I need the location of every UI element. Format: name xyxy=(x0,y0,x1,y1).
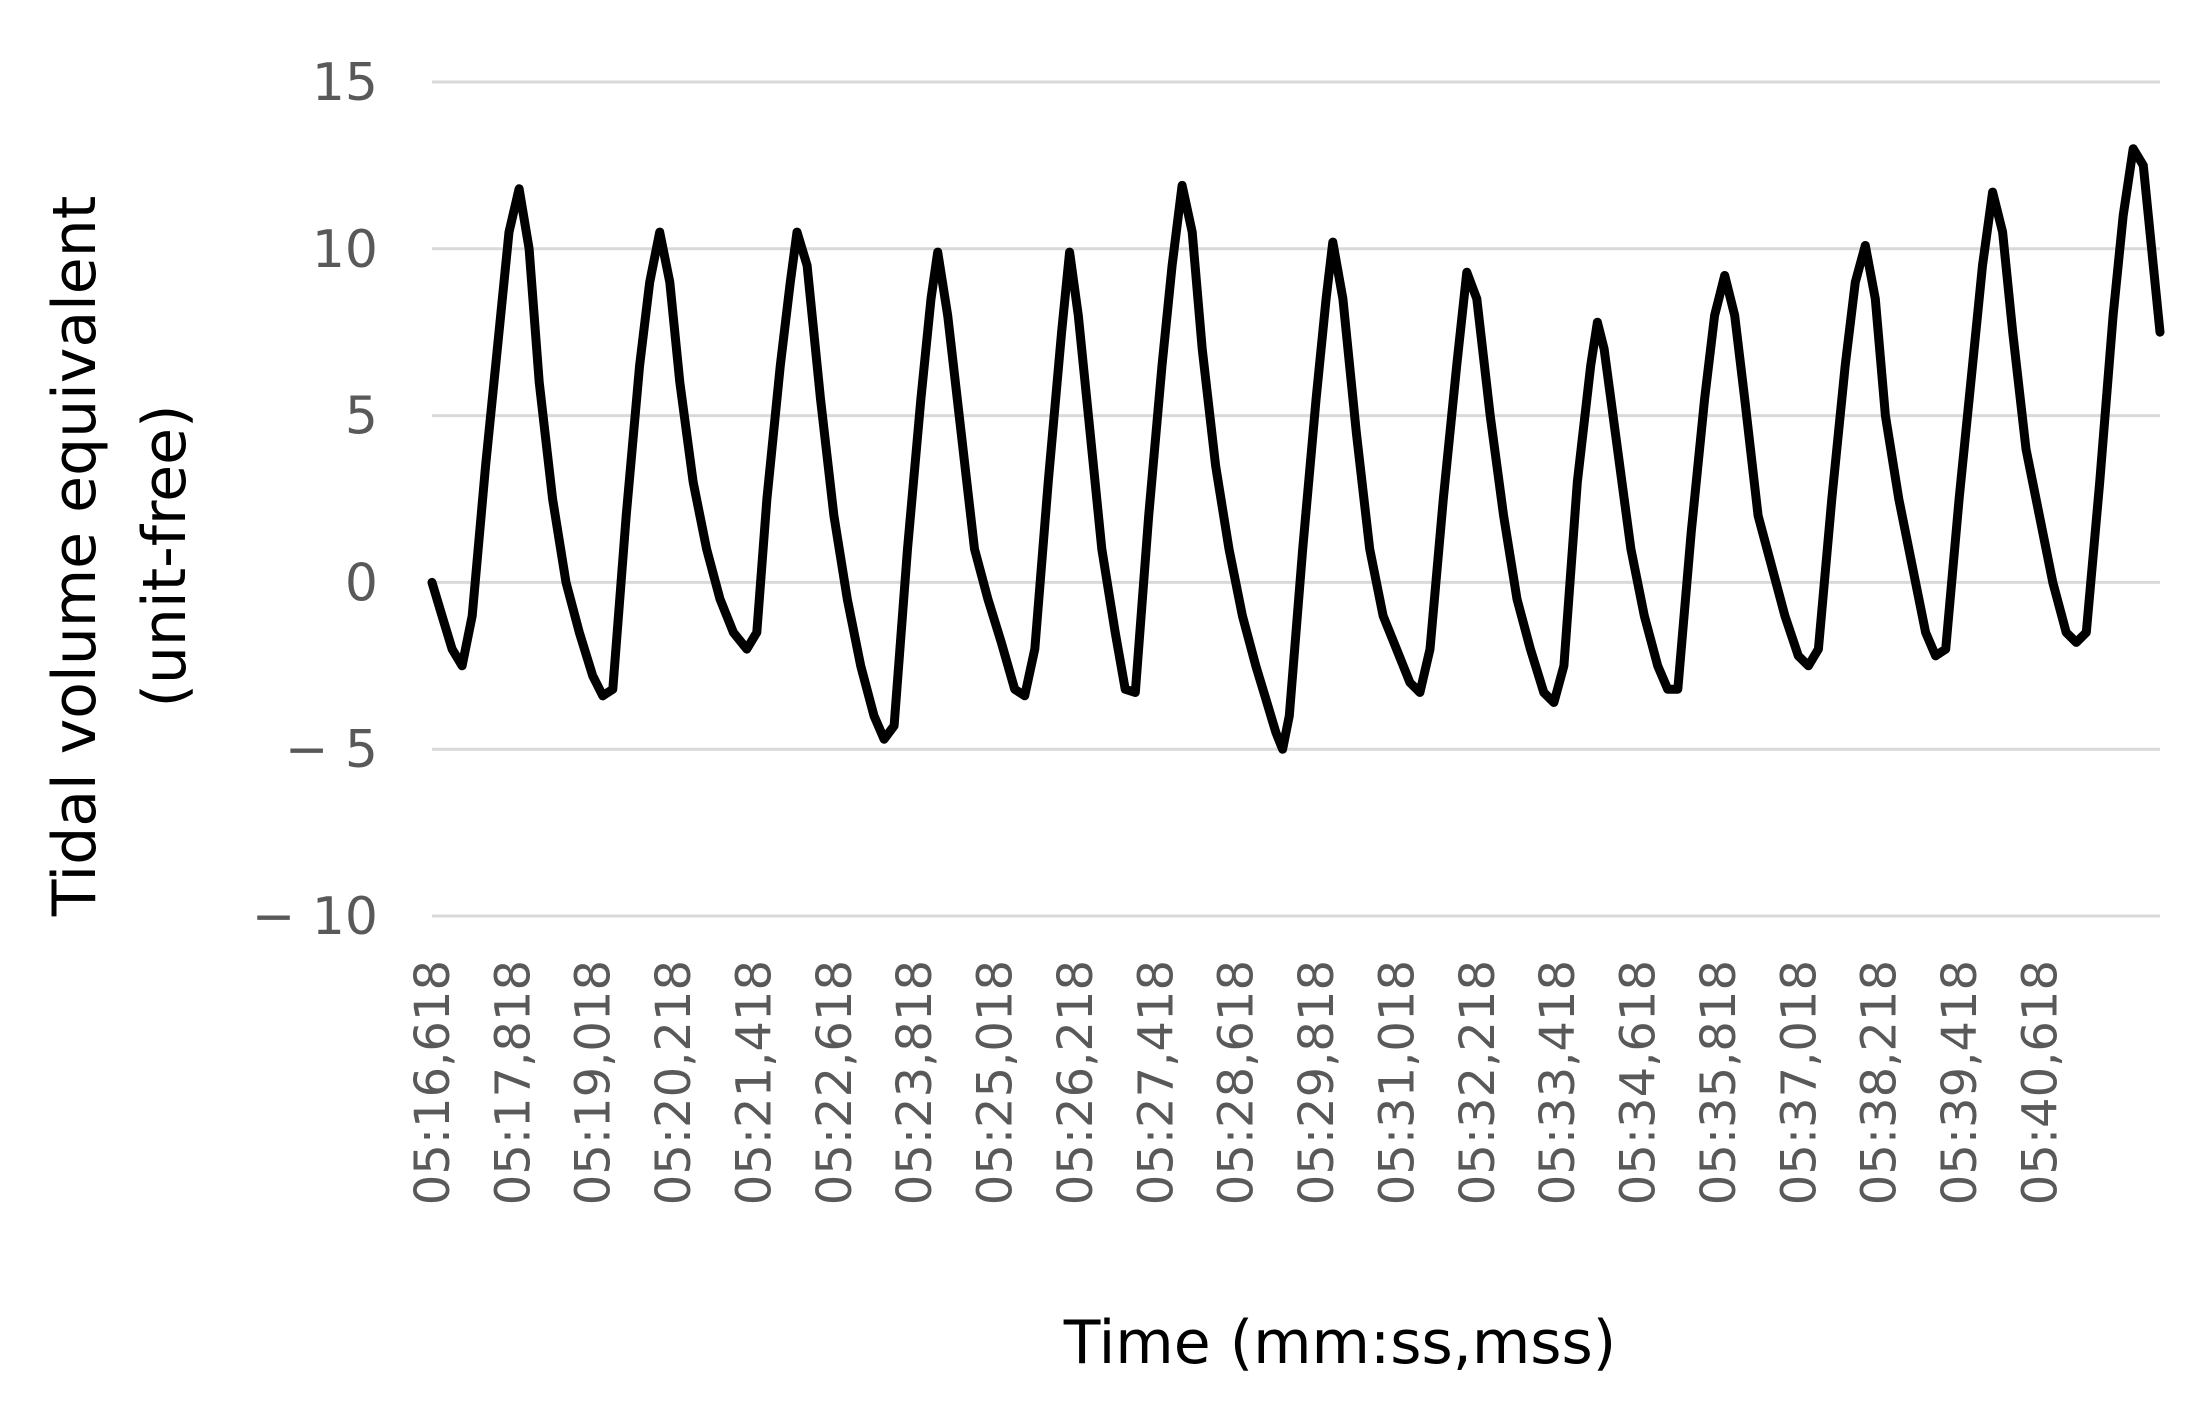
y-tick-label: 5 xyxy=(345,387,378,447)
x-tick-label: 05:26,218 xyxy=(1048,960,1104,1205)
x-tick-label: 05:17,818 xyxy=(485,960,541,1205)
x-tick-label: 05:21,418 xyxy=(726,960,782,1205)
y-axis-tick-labels: 15 10 5 0 − 5 − 10 xyxy=(252,53,378,947)
x-axis-tick-labels: 05:16,618 05:17,818 05:19,018 05:20,218 05:2… xyxy=(405,960,2068,1205)
y-tick-label: − 10 xyxy=(252,887,378,947)
x-tick-label: 05:32,218 xyxy=(1450,960,1506,1205)
series-layer xyxy=(427,144,2165,754)
x-tick-label: 05:37,018 xyxy=(1771,960,1827,1205)
x-tick-label: 05:23,818 xyxy=(887,960,943,1205)
y-tick-label: 0 xyxy=(345,553,378,613)
x-tick-label: 05:16,618 xyxy=(405,960,461,1205)
x-tick-label: 05:40,618 xyxy=(2012,960,2068,1205)
x-tick-label: 05:33,418 xyxy=(1530,960,1586,1205)
x-tick-label: 05:20,218 xyxy=(646,960,702,1205)
x-tick-label: 05:39,418 xyxy=(1932,960,1988,1205)
y-tick-label: 15 xyxy=(312,53,378,113)
x-tick-label: 05:19,018 xyxy=(566,960,622,1205)
x-tick-label: 05:27,418 xyxy=(1128,960,1184,1205)
x-tick-label: 05:38,218 xyxy=(1852,960,1908,1205)
x-tick-label: 05:31,018 xyxy=(1369,960,1425,1205)
y-tick-label: 10 xyxy=(312,220,378,280)
y-axis-title-line2: (unit-free) xyxy=(130,404,200,707)
y-tick-label: − 5 xyxy=(285,720,378,780)
x-axis-title: Time (mm:ss,mss) xyxy=(1063,1308,1616,1378)
x-tick-label: 05:35,818 xyxy=(1691,960,1747,1205)
x-tick-label: 05:22,618 xyxy=(807,960,863,1205)
x-tick-label: 05:29,818 xyxy=(1289,960,1345,1205)
x-tick-label: 05:25,018 xyxy=(968,960,1024,1205)
y-axis-title: Tidal volume equivalent xyxy=(40,196,110,918)
x-tick-label: 05:34,618 xyxy=(1611,960,1667,1205)
series-line xyxy=(427,144,2165,754)
x-tick-label: 05:28,618 xyxy=(1209,960,1265,1205)
